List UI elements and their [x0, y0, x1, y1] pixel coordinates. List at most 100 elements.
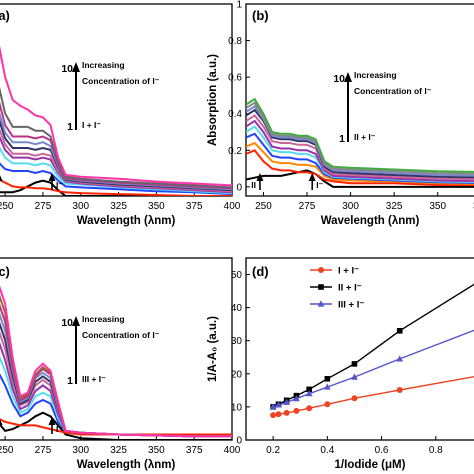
- arrow-top-label: 10: [333, 73, 345, 85]
- annotation-concentration: Concentration of I⁻: [82, 76, 160, 86]
- y-tick-label: 0.2: [228, 146, 242, 157]
- data-point: [283, 409, 290, 416]
- peak-marker-head: [0, 419, 3, 425]
- data-point: [351, 361, 358, 367]
- data-point: [293, 407, 300, 414]
- x-tick-label: 0.4: [320, 445, 334, 456]
- legend-label: II + I⁻: [338, 283, 362, 294]
- x-tick-label: 400: [224, 445, 241, 456]
- x-axis-label: Wavelength (λnm): [77, 215, 176, 227]
- legend-marker: [318, 284, 324, 290]
- x-tick-label: 350: [148, 201, 165, 212]
- series-line-2: [246, 149, 474, 186]
- data-point: [351, 395, 358, 402]
- series-line-7: [246, 114, 474, 181]
- y-axis-label: 1/A-A₀ (a.u.): [207, 316, 219, 382]
- series-line-11: [0, 285, 232, 438]
- plot-frame: [0, 3, 233, 197]
- panel-label: (c): [0, 264, 10, 279]
- x-tick-label: 400: [224, 201, 241, 212]
- data-point: [324, 401, 331, 408]
- chart-panel-1: (a) 250 275 300 325 350 375 400 Wavelength (λnm)…: [0, 3, 241, 227]
- x-tick-label: 0.6: [375, 445, 389, 456]
- series-line-6: [246, 119, 474, 183]
- y-axis-label: Absorption (a.u.): [207, 54, 219, 146]
- data-point: [323, 383, 331, 390]
- x-tick-label: 275: [299, 201, 316, 212]
- series-line-1: [0, 179, 232, 196]
- series-line-1: [272, 375, 474, 416]
- peak-marker-head: [256, 173, 264, 181]
- data-point: [306, 405, 313, 412]
- peak-marker-head: [0, 175, 3, 181]
- x-tick-label: 300: [72, 445, 89, 456]
- plot-area: [269, 283, 474, 419]
- x-tick-label: 250: [255, 201, 272, 212]
- peak-marker-head: [48, 173, 56, 181]
- peak-marker-head: [48, 417, 56, 425]
- x-tick-label: 275: [35, 201, 52, 212]
- data-point: [275, 401, 282, 408]
- y-tick-label: 50: [231, 270, 243, 281]
- x-axis-label: Wavelength (λnm): [321, 215, 420, 227]
- series-line-7: [0, 119, 232, 192]
- x-axis-label: Wavelength (λnm): [77, 459, 176, 471]
- data-point: [283, 398, 291, 405]
- series-line-3: [0, 162, 232, 196]
- arrow-bottom-label: 1: [67, 121, 73, 133]
- increase-arrow-head: [72, 316, 80, 326]
- panel-label: (a): [0, 8, 10, 23]
- arrow-top-label: 10: [61, 317, 73, 329]
- series-line-1: [246, 169, 474, 188]
- annotation-increasing: Increasing: [82, 314, 125, 324]
- arrow-bottom-label: 1: [67, 375, 73, 387]
- annotation-increasing: Increasing: [82, 60, 125, 70]
- x-tick-label: 250: [0, 201, 14, 212]
- chart-panel-3: (c)250275300325350375400Wavelength (λnm)…: [0, 257, 241, 471]
- arrow-bottom-label: 1: [339, 133, 345, 145]
- increase-arrow-head: [344, 72, 352, 82]
- series-line-10: [0, 86, 232, 189]
- annotation-increasing: Increasing: [354, 70, 397, 80]
- y-tick-label: 0.8: [228, 36, 242, 47]
- plot-frame: [0, 257, 233, 441]
- data-point: [351, 373, 358, 380]
- peak-marker-label: I⁻: [316, 180, 323, 190]
- x-axis-label: 1/Iodide (μM): [335, 459, 406, 471]
- plot-area: [246, 97, 474, 188]
- x-tick-label: 375: [473, 201, 474, 212]
- plot-frame: [245, 3, 474, 197]
- series-line-2: [272, 283, 474, 408]
- data-point: [396, 328, 403, 334]
- peak-marker-label: I⁻: [56, 424, 63, 434]
- data-point: [324, 375, 331, 382]
- y-tick-label: 0: [236, 182, 242, 193]
- panel-label: (b): [252, 8, 269, 23]
- annotation-sample: I + I⁻: [82, 120, 101, 130]
- data-point: [396, 355, 404, 362]
- data-point: [396, 387, 403, 394]
- series-line-3: [246, 141, 474, 185]
- annotation-concentration: Concentration of I⁻: [354, 86, 432, 96]
- x-tick-label: 325: [110, 201, 127, 212]
- series-line-10: [246, 101, 474, 175]
- legend-label: III + I⁻: [338, 300, 364, 311]
- series-line-9: [0, 101, 232, 190]
- plot-area: [0, 45, 232, 196]
- data-point: [269, 403, 277, 410]
- data-point: [305, 390, 313, 397]
- data-point: [306, 386, 312, 393]
- annotation-sample: II + I⁻: [354, 132, 376, 142]
- series-line-10: [0, 294, 232, 438]
- x-tick-label: 300: [342, 201, 359, 212]
- x-tick-label: 0.8: [429, 445, 443, 456]
- annotation-sample: III + I⁻: [82, 374, 106, 384]
- data-point: [270, 412, 277, 419]
- series-line-11: [0, 45, 232, 187]
- series-line-8: [0, 112, 232, 191]
- chart-panel-4: (d) 0.2 0.4 0.6 0.8 0 10 20 30 40 50 1/Iodide (μM) 1…: [207, 257, 474, 471]
- y-tick-label: 10: [231, 402, 243, 413]
- annotation-concentration: Concentration of I⁻: [82, 330, 160, 340]
- x-tick-label: 300: [72, 201, 89, 212]
- y-tick-label: 40: [231, 303, 243, 314]
